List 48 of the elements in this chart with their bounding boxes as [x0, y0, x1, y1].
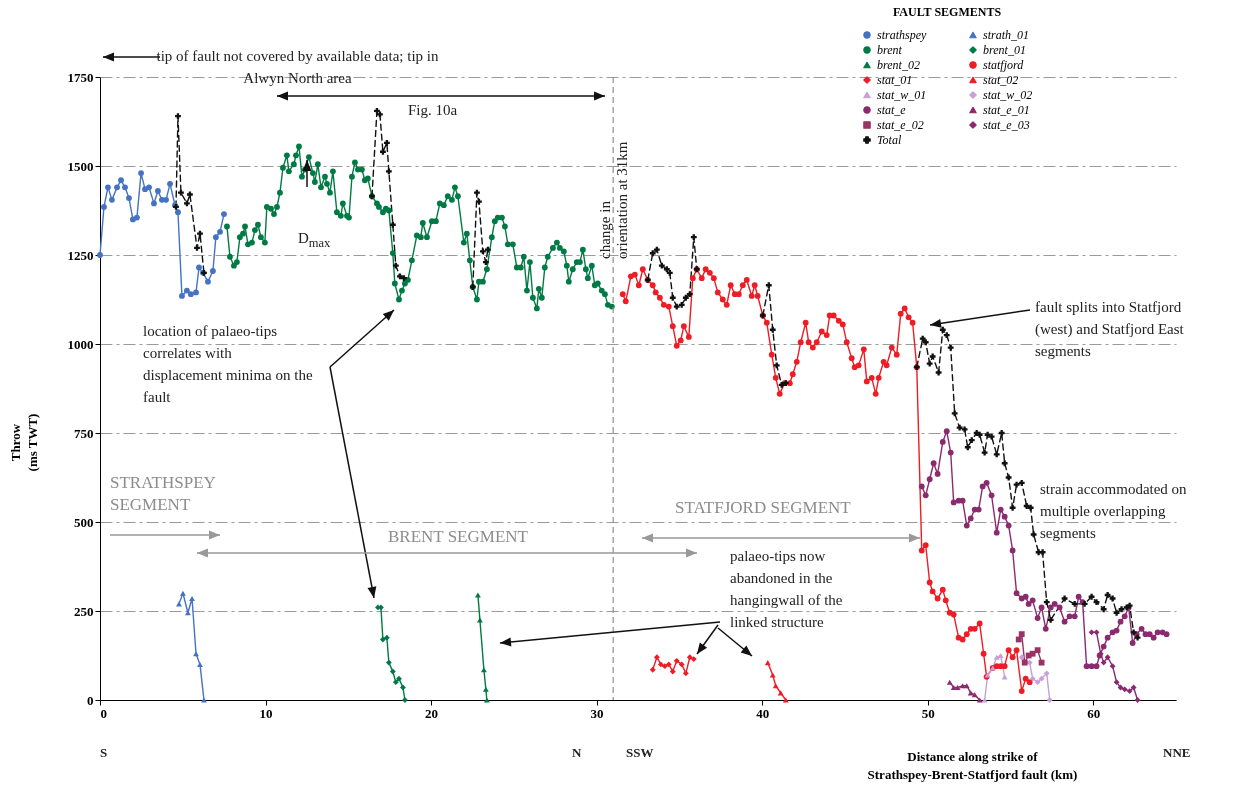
annotation: fault splits into Statfjord (west) and Statfjord East segments: [1035, 298, 1185, 361]
annotation: tip of fault not covered by available data; tip in Alwyn North area: [155, 47, 440, 88]
legend-label: stat_01: [877, 73, 913, 87]
legend-label: brent_01: [983, 43, 1026, 57]
annotation: palaeo-tips now abandoned in the hangingwall of the linked structure: [730, 547, 844, 632]
annotation: location of palaeo-tips correlates with displacement minima on the fault: [143, 322, 313, 407]
x-tick-label: 0: [100, 705, 107, 721]
y-tick-label: 1000: [67, 336, 94, 352]
x-tick-label: 50: [921, 705, 935, 721]
x-tick-label: 60: [1087, 705, 1101, 721]
y-axis-title: Throw (ms TWT): [7, 413, 40, 472]
annotation: STATFJORD SEGMENT: [675, 497, 851, 519]
legend-label: stat_e_01: [983, 103, 1030, 117]
legend-label: strathspey: [877, 28, 927, 42]
annotation: D$_{max}$: [298, 229, 331, 252]
x-tick-label: 20: [425, 705, 439, 721]
y-tick-label: 1750: [67, 69, 94, 85]
x-tick-label: 40: [756, 705, 770, 721]
ref-line-label: change in orientation at 31km: [597, 141, 631, 259]
legend-label: brent: [877, 43, 903, 57]
y-tick-label: 1250: [67, 247, 94, 263]
y-tick-label: 750: [74, 425, 94, 441]
text: NNE: [1163, 744, 1191, 762]
text: S: [100, 744, 108, 762]
legend-label: stat_e_02: [877, 118, 924, 132]
legend-label: strath_01: [983, 28, 1030, 42]
legend-label: stat_e: [877, 103, 907, 117]
x-axis-title: Distance along strike of Strathspey-Brent-Statfjord fault (km): [867, 748, 1078, 782]
legend-label: Total: [877, 133, 902, 147]
x-tick-label: 10: [259, 705, 273, 721]
y-tick-label: 0: [87, 692, 94, 708]
annotation: STRATHSPEY SEGMENT: [110, 472, 217, 516]
legend-title: FAULT SEGMENTS: [892, 5, 1002, 19]
legend-label: stat_w_01: [877, 88, 927, 102]
legend-label: stat_w_02: [983, 88, 1033, 102]
legend-label: stat_02: [983, 73, 1019, 87]
annotation: Fig. 10a: [408, 101, 458, 120]
legend-label: statfjord: [983, 58, 1025, 72]
y-tick-label: 1500: [67, 158, 94, 174]
x-tick-label: 30: [590, 705, 604, 721]
legend-label: stat_e_03: [983, 118, 1030, 132]
annotation: strain accommodated on multiple overlapping segments: [1040, 480, 1188, 543]
legend-label: brent_02: [877, 58, 920, 72]
annotation: BRENT SEGMENT: [388, 526, 528, 548]
text: SSW: [626, 744, 654, 762]
text: N: [572, 744, 582, 762]
y-tick-label: 250: [74, 603, 94, 619]
y-tick-label: 500: [74, 514, 94, 530]
